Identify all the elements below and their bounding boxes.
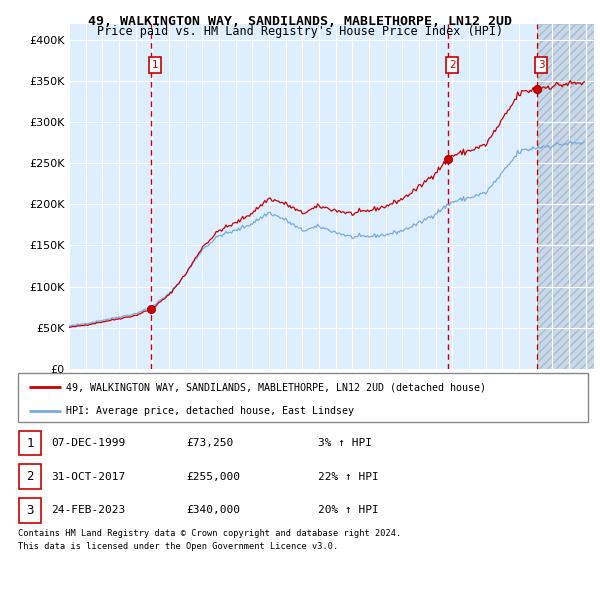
Text: 3: 3 xyxy=(26,504,34,517)
Text: 24-FEB-2023: 24-FEB-2023 xyxy=(51,506,125,515)
Text: 07-DEC-1999: 07-DEC-1999 xyxy=(51,438,125,448)
Text: £340,000: £340,000 xyxy=(186,506,240,515)
Text: £255,000: £255,000 xyxy=(186,472,240,481)
Text: 49, WALKINGTON WAY, SANDILANDS, MABLETHORPE, LN12 2UD (detached house): 49, WALKINGTON WAY, SANDILANDS, MABLETHO… xyxy=(67,382,487,392)
Text: 1: 1 xyxy=(26,437,34,450)
Bar xyxy=(19,464,41,489)
Text: 49, WALKINGTON WAY, SANDILANDS, MABLETHORPE, LN12 2UD: 49, WALKINGTON WAY, SANDILANDS, MABLETHO… xyxy=(88,15,512,28)
Bar xyxy=(19,498,41,523)
Text: Price paid vs. HM Land Registry's House Price Index (HPI): Price paid vs. HM Land Registry's House … xyxy=(97,25,503,38)
Text: 31-OCT-2017: 31-OCT-2017 xyxy=(51,472,125,481)
Text: Contains HM Land Registry data © Crown copyright and database right 2024.: Contains HM Land Registry data © Crown c… xyxy=(18,529,401,537)
Text: £73,250: £73,250 xyxy=(186,438,233,448)
Bar xyxy=(537,24,594,369)
Text: 2: 2 xyxy=(26,470,34,483)
Text: 2: 2 xyxy=(449,60,455,70)
Text: 3% ↑ HPI: 3% ↑ HPI xyxy=(318,438,372,448)
Text: 22% ↑ HPI: 22% ↑ HPI xyxy=(318,472,379,481)
Bar xyxy=(537,24,594,369)
Text: 3: 3 xyxy=(538,60,545,70)
Text: This data is licensed under the Open Government Licence v3.0.: This data is licensed under the Open Gov… xyxy=(18,542,338,550)
Text: 20% ↑ HPI: 20% ↑ HPI xyxy=(318,506,379,515)
Bar xyxy=(19,431,41,455)
Text: HPI: Average price, detached house, East Lindsey: HPI: Average price, detached house, East… xyxy=(67,406,355,416)
Text: 1: 1 xyxy=(152,60,158,70)
